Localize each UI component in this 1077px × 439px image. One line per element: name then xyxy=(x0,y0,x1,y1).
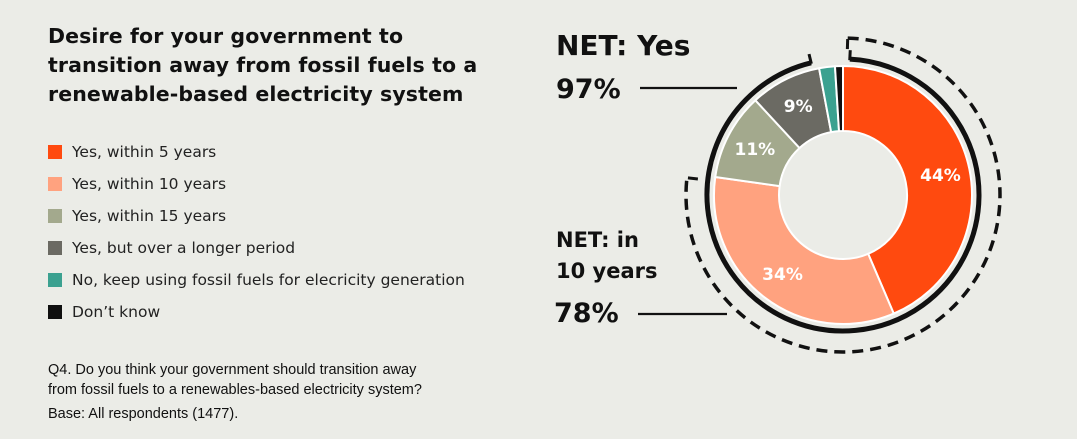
legend-item: No, keep using fossil fuels for elecrici… xyxy=(48,264,465,296)
net-10-label: NET: in xyxy=(556,228,639,252)
legend-label: Yes, within 10 years xyxy=(72,175,227,193)
slice-data-label: 44% xyxy=(920,166,961,186)
legend-label: Yes, but over a longer period xyxy=(72,239,296,257)
net-10-bracket xyxy=(684,36,1002,354)
chart-title: Desire for your government to transition… xyxy=(48,22,528,109)
net-10-label: 10 years xyxy=(556,259,658,283)
title-line: transition away from fossil fuels to a xyxy=(48,53,478,77)
title-line: Desire for your government to xyxy=(48,24,404,48)
net-yes-value: 97% xyxy=(556,74,621,105)
legend-item: Yes, but over a longer period xyxy=(48,232,465,264)
donut-slices xyxy=(713,64,973,325)
legend-item: Yes, within 5 years xyxy=(48,136,465,168)
net-10-value: 78% xyxy=(554,298,619,329)
legend-swatch xyxy=(48,145,62,159)
slice-data-label: 34% xyxy=(762,265,803,285)
question-note: Q4. Do you think your government should … xyxy=(48,360,422,424)
slice-labels: 44% 34% 11% 9% xyxy=(734,97,960,285)
slice-data-label: 9% xyxy=(784,97,813,117)
legend-item: Yes, within 10 years xyxy=(48,168,465,200)
slice-10-years xyxy=(713,175,896,325)
slice-dont-know xyxy=(833,64,844,133)
legend-label: No, keep using fossil fuels for elecrici… xyxy=(72,271,465,289)
slice-5-years xyxy=(842,64,973,315)
legend-label: Don’t know xyxy=(72,303,161,321)
chart-legend: Yes, within 5 years Yes, within 10 years… xyxy=(48,136,465,328)
legend-swatch xyxy=(48,305,62,319)
base-note: Base: All respondents (1477). xyxy=(48,406,239,422)
slice-data-label: 11% xyxy=(734,140,775,160)
legend-item: Don’t know xyxy=(48,296,465,328)
title-line: renewable-based electricity system xyxy=(48,82,464,106)
net-brackets xyxy=(684,36,1002,354)
net-10-bracket-tick xyxy=(687,176,699,181)
legend-item: Yes, within 15 years xyxy=(48,200,465,232)
question-line: Q4. Do you think your government should … xyxy=(48,362,417,378)
legend-swatch xyxy=(48,177,62,191)
net-yes-bracket-tick xyxy=(807,53,813,65)
net-yes-bracket xyxy=(704,56,982,334)
net-yes-label: NET: Yes xyxy=(556,29,690,62)
legend-swatch xyxy=(48,241,62,255)
legend-swatch xyxy=(48,209,62,223)
legend-swatch xyxy=(48,273,62,287)
legend-label: Yes, within 15 years xyxy=(72,207,227,225)
question-line: from fossil fuels to a renewables-based … xyxy=(48,382,422,398)
legend-label: Yes, within 5 years xyxy=(72,143,217,161)
